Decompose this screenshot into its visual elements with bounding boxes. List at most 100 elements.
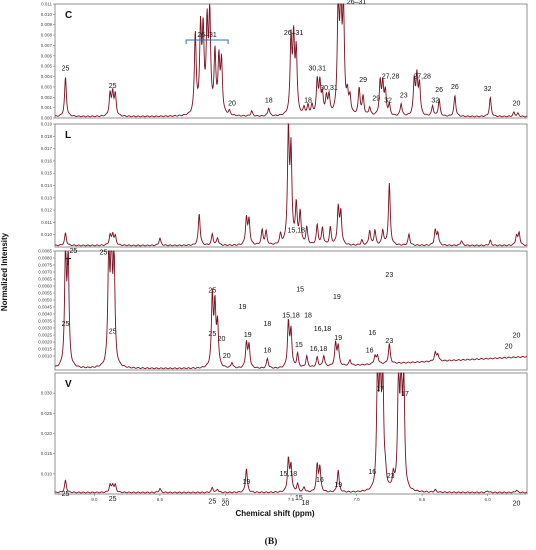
y-tick-label: 0.010 bbox=[41, 12, 53, 17]
peak-label: 18 bbox=[264, 348, 272, 355]
y-tick-label: 0.014 bbox=[41, 183, 53, 188]
y-tick-label: 0.002 bbox=[41, 95, 53, 100]
y-tick-label: 0.011 bbox=[41, 2, 52, 7]
peak-label: 19 bbox=[334, 482, 342, 489]
y-tick-label: 0.006 bbox=[41, 53, 53, 58]
y-tick-label: 0.0030 bbox=[38, 326, 52, 331]
peak-label: 23 bbox=[385, 338, 393, 345]
peak-label: 26–31 bbox=[347, 0, 367, 6]
peak-label: 15 bbox=[296, 287, 304, 294]
peak-label: 15,18 bbox=[280, 471, 298, 478]
peak-label: 23 bbox=[387, 473, 395, 480]
y-tick-label: 0.0040 bbox=[38, 312, 52, 317]
peak-label: 15 bbox=[295, 342, 303, 349]
y-tick-label: 0.0065 bbox=[38, 277, 52, 282]
panel-label: L bbox=[65, 130, 71, 141]
peak-label: 32 bbox=[384, 98, 392, 105]
peak-label: 25 bbox=[208, 498, 216, 505]
peak-label: 25 bbox=[208, 331, 216, 338]
spectrum-trace bbox=[54, 372, 528, 494]
peak-label: 17 bbox=[401, 391, 409, 398]
figure-caption: (B) bbox=[265, 536, 278, 547]
peak-label: 30,31 bbox=[308, 65, 326, 72]
y-tick-label: 0.013 bbox=[41, 195, 53, 200]
peak-label: 19 bbox=[243, 479, 251, 486]
y-tick-label: 0.0035 bbox=[38, 319, 52, 324]
y-tick-label: 0.0060 bbox=[38, 284, 52, 289]
peak-label: 19 bbox=[334, 335, 342, 342]
y-tick-label: 0.000 bbox=[41, 116, 53, 121]
peak-label: 32 bbox=[431, 98, 439, 105]
peak-label: 15,18 bbox=[282, 313, 300, 320]
y-tick-label: 0.010 bbox=[41, 232, 53, 237]
x-axis: 9.0 8.5 8.0 7.5 7.0 6.5 6.0 bbox=[91, 494, 491, 502]
y-tick-label: 0.030 bbox=[41, 391, 53, 396]
peak-label: 20 bbox=[223, 353, 231, 360]
peak-label: 16,18 bbox=[314, 326, 332, 333]
peak-label: 25 bbox=[109, 83, 117, 90]
y-tick-label: 0.017 bbox=[41, 146, 53, 151]
peak-label: 26 bbox=[451, 84, 459, 91]
panel-frame bbox=[54, 250, 528, 371]
peak-label: 20 bbox=[222, 501, 230, 508]
bracket-label: 26–31 bbox=[197, 32, 217, 39]
x-tick-label: 7.5 bbox=[288, 497, 295, 502]
y-tick-label: 0.018 bbox=[41, 134, 53, 139]
y-tick-label: 0.012 bbox=[41, 208, 53, 213]
y-tick-label: 0.0070 bbox=[38, 270, 52, 275]
peak-label: 25 bbox=[100, 250, 108, 257]
peak-label: 27,28 bbox=[382, 74, 400, 81]
y-tick-label: 0.008 bbox=[41, 33, 53, 38]
peak-label: 20 bbox=[513, 332, 521, 339]
peak-label: 18 bbox=[264, 321, 272, 328]
peak-label: 16 bbox=[368, 330, 376, 337]
peak-label: 19 bbox=[239, 304, 247, 311]
x-tick-label: 8.5 bbox=[157, 497, 164, 502]
panel-label: T bbox=[65, 257, 71, 268]
peak-label: 29 bbox=[359, 77, 367, 84]
peak-label: 16,18 bbox=[310, 346, 328, 353]
peak-label: 25 bbox=[62, 491, 70, 498]
y-tick-label: 0.0025 bbox=[38, 333, 52, 338]
y-tick-label: 0.010 bbox=[41, 471, 53, 476]
peak-label: 19 bbox=[333, 294, 341, 301]
peak-label: 15,18 bbox=[287, 228, 305, 235]
spectrum-trace bbox=[54, 3, 528, 118]
peak-label: 16 bbox=[366, 348, 374, 355]
panel-l: 0.019 0.018 0.017 0.016 0.015 0.014 0.013 0.012… bbox=[41, 122, 528, 343]
y-axis-title: Normalized Intensity bbox=[0, 232, 9, 311]
panel-label: V bbox=[65, 379, 72, 390]
peak-label: 25 bbox=[109, 496, 117, 503]
x-tick-label: 7.0 bbox=[353, 497, 360, 502]
y-tick-label: 0.0055 bbox=[38, 291, 52, 296]
spectrum-trace bbox=[54, 250, 528, 370]
y-tick-label: 0.005 bbox=[41, 64, 53, 69]
peak-label: 29 bbox=[372, 95, 380, 102]
peak-group-bracket bbox=[185, 39, 229, 44]
y-tick-label: 0.009 bbox=[41, 22, 53, 27]
spectra-panels: 0.011 0.010 0.009 0.008 0.007 0.006 0.005 0.004… bbox=[38, 0, 528, 508]
peak-label: 32 bbox=[484, 86, 492, 93]
x-tick-label: 6.0 bbox=[485, 497, 492, 502]
y-tick-label: 0.007 bbox=[41, 43, 53, 48]
x-tick-label: 9.0 bbox=[91, 497, 98, 502]
x-axis-title: Chemical shift (ppm) bbox=[235, 509, 314, 518]
y-tick-label: 0.020 bbox=[41, 431, 53, 436]
y-tick-label: 0.003 bbox=[41, 84, 53, 89]
peak-label: 23 bbox=[385, 272, 393, 279]
peak-label: 20 bbox=[513, 501, 521, 508]
peak-label: 25 bbox=[69, 248, 77, 255]
peak-label: 20 bbox=[228, 101, 236, 108]
spectrum-trace bbox=[54, 122, 528, 247]
peak-label: 27,28 bbox=[413, 74, 431, 81]
y-tick-label: 0.015 bbox=[41, 171, 53, 176]
y-tick-label: 0.015 bbox=[41, 451, 53, 456]
panel-c: 0.011 0.010 0.009 0.008 0.007 0.006 0.005 0.004… bbox=[41, 0, 528, 121]
peak-label: 16 bbox=[316, 477, 324, 484]
peak-label: 17 bbox=[376, 386, 384, 393]
x-tick-label: 6.5 bbox=[419, 497, 426, 502]
y-tick-label: 0.016 bbox=[41, 158, 53, 163]
peak-label: 19 bbox=[244, 332, 252, 339]
peak-label: 18 bbox=[304, 98, 312, 105]
